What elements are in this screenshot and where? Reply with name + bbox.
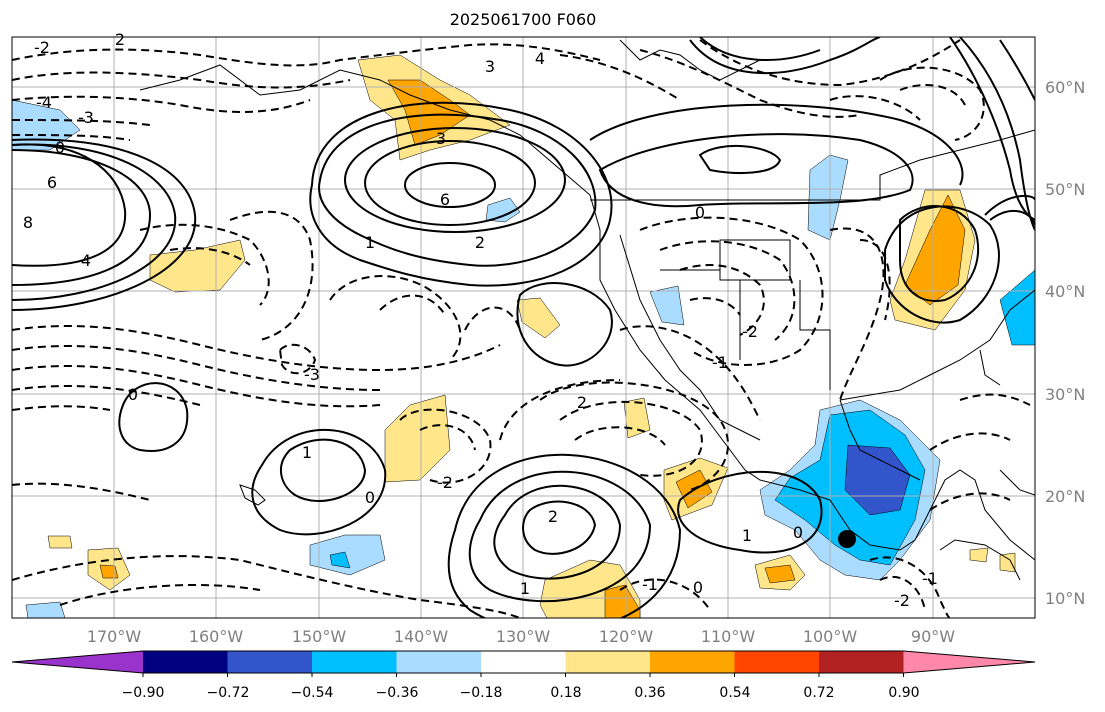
- contour-label: -2: [34, 38, 50, 57]
- contour-label: 2: [475, 233, 485, 252]
- lat-label: 40°N: [1045, 282, 1085, 301]
- contour-label: 2: [577, 393, 587, 412]
- lat-label: 60°N: [1045, 78, 1085, 97]
- contour-label: 8: [23, 213, 33, 232]
- colorbar-tick-label: −0.36: [376, 685, 419, 701]
- colorbar-tick-label: −0.54: [291, 685, 334, 701]
- colorbar-tick-label: 0.90: [888, 685, 919, 701]
- colorbar-tick-label: 0.54: [719, 685, 750, 701]
- colorbar-tick-label: −0.18: [460, 685, 503, 701]
- contour-label: -2: [894, 591, 910, 610]
- contour-label: 0: [128, 385, 138, 404]
- lon-label: 130°W: [496, 627, 551, 646]
- contour-label: -1: [922, 569, 938, 588]
- colorbar-segment: [565, 651, 651, 673]
- contour-label: 4: [81, 251, 91, 270]
- contour-label: 2: [548, 507, 558, 526]
- contour-label: -2: [742, 322, 758, 341]
- contour-label: 2: [115, 30, 125, 49]
- low-center-dot: [838, 530, 856, 548]
- contour-label: 0: [55, 138, 65, 157]
- colorbar-segment: [650, 651, 735, 673]
- map-panel: [12, 37, 1035, 618]
- colorbar-tick-label: 0.18: [550, 685, 581, 701]
- colorbar-segment: [143, 651, 228, 673]
- contour-label: -1: [712, 353, 728, 372]
- contour-label: -2: [437, 473, 453, 492]
- colorbar-tick-label: 0.72: [803, 685, 834, 701]
- contour-label: 3: [485, 57, 495, 76]
- contour-labels: 2 3 4 6 8 -2 -3 -4 0 1 2 6 4 3 0 -2 -1 -…: [23, 30, 938, 610]
- dashed-contours: [12, 39, 1031, 618]
- colorbar-extend-low: [12, 651, 143, 673]
- contour-label: 4: [535, 49, 545, 68]
- colorbar-segment: [819, 651, 904, 673]
- colorbar-tick-label: −0.90: [122, 685, 165, 701]
- contour-label: 1: [365, 233, 375, 252]
- contour-label: 1: [302, 443, 312, 462]
- lon-label: 120°W: [599, 627, 654, 646]
- lon-label: 110°W: [701, 627, 756, 646]
- map-title: 2025061700 F060: [449, 10, 597, 29]
- solid-contours: [12, 37, 1035, 618]
- contour-label: 6: [47, 173, 57, 192]
- colorbar-segment: [312, 651, 397, 673]
- lon-label: 150°W: [292, 627, 347, 646]
- lat-label: 10°N: [1045, 589, 1085, 608]
- lat-label: 20°N: [1045, 487, 1085, 506]
- contour-label: 0: [365, 488, 375, 507]
- contour-label: -1: [642, 575, 658, 594]
- contour-label: 1: [520, 579, 530, 598]
- lat-label: 30°N: [1045, 385, 1085, 404]
- contour-label: 3: [436, 129, 446, 148]
- colorbar-segment: [734, 651, 820, 673]
- shaded-regions: [12, 54, 1035, 618]
- colorbar-tick-label: 0.36: [634, 685, 665, 701]
- lon-label: 90°W: [911, 627, 955, 646]
- lon-label: 170°W: [87, 627, 142, 646]
- lat-label: 50°N: [1045, 180, 1085, 199]
- colorbar-segment: [396, 651, 482, 673]
- latitude-labels: 60°N 50°N 40°N 30°N 20°N 10°N: [1045, 78, 1085, 608]
- contour-label: -3: [304, 365, 320, 384]
- contour-label: 0: [793, 523, 803, 542]
- colorbar: [11, 650, 1036, 677]
- longitude-labels: 170°W 160°W 150°W 140°W 130°W 120°W 110°…: [87, 627, 955, 646]
- map-border: [11, 36, 1036, 619]
- lon-label: 160°W: [189, 627, 244, 646]
- lon-label: 140°W: [394, 627, 449, 646]
- colorbar-segment: [227, 651, 313, 673]
- colorbar-extend-high: [903, 651, 1035, 673]
- contour-label: 0: [695, 203, 705, 222]
- colorbar-segment: [481, 651, 566, 673]
- contour-label: 1: [742, 526, 752, 545]
- contour-label: -4: [36, 93, 52, 112]
- colorbar-labels: −0.90 −0.72 −0.54 −0.36 −0.18 0.18 0.36 …: [122, 685, 920, 701]
- contour-label: -3: [78, 108, 94, 127]
- colorbar-tick-label: −0.72: [207, 685, 250, 701]
- contour-label: 0: [693, 578, 703, 597]
- contour-label: 6: [440, 190, 450, 209]
- lon-label: 100°W: [803, 627, 858, 646]
